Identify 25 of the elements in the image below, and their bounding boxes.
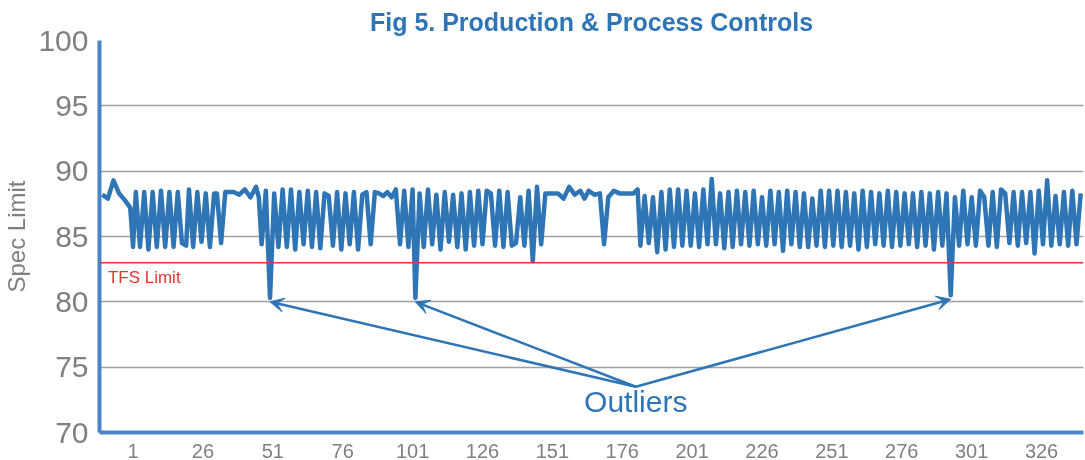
x-tick-label: 126 (465, 439, 500, 460)
ref-line-label: TFS Limit (107, 267, 181, 287)
x-tick-label: 301 (955, 439, 989, 460)
y-tick-label: 85 (55, 219, 89, 253)
x-tick-label: 151 (535, 439, 570, 460)
x-tick-label: 51 (261, 439, 284, 460)
annotation: Outliers (584, 384, 688, 418)
x-tick-label: 276 (885, 439, 919, 460)
x-tick-label: 1 (127, 439, 139, 460)
x-tick-label: 226 (745, 439, 779, 460)
x-tick-label: 251 (815, 439, 849, 460)
x-tick-label: 26 (191, 439, 215, 460)
y-tick-label: 80 (55, 284, 89, 318)
y-tick-label: 75 (55, 350, 89, 384)
chart-title: Fig 5. Production & Process Controls (369, 7, 814, 36)
x-tick-label: 76 (331, 439, 354, 460)
y-tick-label: 70 (55, 415, 89, 449)
y-axis-title: Spec Limit (3, 180, 31, 293)
x-tick-label: 176 (605, 439, 639, 460)
x-tick-label: 201 (675, 439, 709, 460)
x-tick-label: 326 (1024, 439, 1059, 460)
y-tick-label: 95 (55, 88, 89, 122)
y-tick-label: 90 (55, 154, 89, 188)
y-tick-label: 100 (38, 23, 89, 57)
x-tick-label: 101 (395, 439, 430, 460)
